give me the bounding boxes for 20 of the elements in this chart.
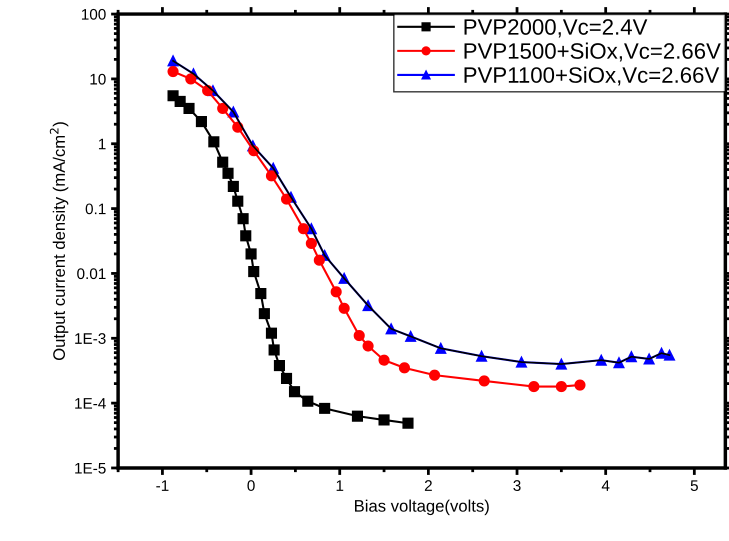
x-tick-label: 5 (690, 480, 698, 491)
x-tick-label: -1 (156, 480, 168, 491)
y-tick-label: 1E-5 (75, 462, 106, 474)
legend-label: PVP1500+SiOx,Vc=2.66V (464, 42, 721, 62)
legend-label: PVP2000,Vc=2.4V (464, 19, 648, 38)
x-tick-label: 1 (336, 480, 344, 491)
y-tick-label: 0.1 (86, 203, 106, 214)
x-tick-label: 3 (513, 480, 521, 491)
y-tick-label: 1 (98, 138, 106, 150)
x-tick-label: 0 (247, 480, 255, 491)
y-tick-label: 1E-4 (75, 398, 106, 409)
y-tick-label: 0.01 (77, 268, 106, 280)
y-tick-label: 10 (90, 74, 106, 85)
y-tick-label: 100 (82, 8, 106, 20)
x-tick-label: 2 (424, 480, 432, 491)
y-tick-label: 1E-3 (75, 333, 106, 344)
x-axis-title: Bias voltage(volts) (355, 500, 489, 516)
x-tick-label: 4 (602, 480, 610, 491)
y-axis-title: Output current density (mA/cm$^{2}$) (50, 122, 68, 360)
legend-label: PVP1100+SiOx,Vc=2.66V (464, 66, 720, 86)
